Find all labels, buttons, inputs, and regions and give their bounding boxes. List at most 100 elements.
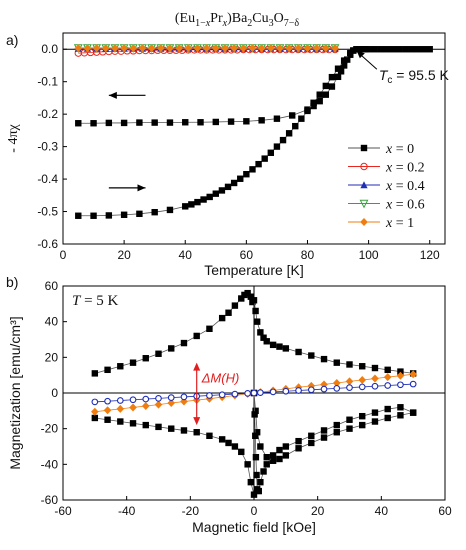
panel-b-series-x-0-increasing-from-50-point <box>250 491 258 498</box>
panel-b-y-axis-label: Magnetization [emu/cm³] <box>7 316 23 469</box>
legend-label: x = 1 <box>385 216 414 231</box>
legend-label: x = 0.6 <box>385 198 425 213</box>
panel-b-series-x-0-increasing-from-50-point <box>193 429 200 436</box>
panel-a-series-x-0-fc-point <box>200 196 207 203</box>
panel-a-series-x-1-point <box>303 44 312 53</box>
panel-b-series-x-1-point <box>129 403 137 412</box>
panel-a-series-x-0-fc-point <box>206 193 213 201</box>
panel-b-series-x-0-virgin-and-return-point <box>252 432 259 439</box>
panel-a-series-x-0-zfc-point <box>182 119 189 126</box>
panel-a-series-x-0-fc-point <box>304 107 311 115</box>
panel-a-series-x-0-fc-point <box>420 46 427 53</box>
panel-a-series-x-1-point <box>129 44 138 53</box>
panel-b-series-x-0-upper-right-branch <box>250 297 417 377</box>
panel-b-series-x-0-increasing-from-50-point <box>155 423 162 431</box>
panel-b-series-x-0-virgin-and-return-point <box>384 405 391 413</box>
panel-b-series-x-0-2-point <box>129 396 137 404</box>
panel-b-series-x-0-increasing-from-50-point <box>247 478 255 486</box>
panel-a-y-axis-label: - 4πχ <box>6 123 21 152</box>
panel-a-series-x-0-fc-point <box>212 190 219 197</box>
panel-a-series-x-0-fc-point <box>273 143 281 150</box>
panel-a-series-x-0-fc-point <box>182 203 189 210</box>
panel-b: b) -60 -40 -20 0 20 40 60 60 40 20 0 -20 -40 -60 Magn… <box>6 274 452 535</box>
panel-a: a) 0 20 40 60 80 100 120 0.0 -0.1 -0.2 -0.3 -0.4 -0.… <box>6 32 450 278</box>
panel-a-series-x-1-point <box>331 44 339 53</box>
panel-a-tc-annotation: Tc = 95.5 K <box>356 51 450 86</box>
panel-b-series-x-0-decreasing-from-50-point <box>320 434 328 441</box>
panel-b-y-tick-label: -40 <box>41 457 59 471</box>
panel-b-series-x-0-upper-right-branch-point <box>308 352 315 359</box>
panel-b-series-x-0-virgin-and-return-point <box>263 461 270 468</box>
panel-a-series-x-0-fc-point <box>279 136 287 144</box>
panel-a-series-x-1-point <box>312 44 321 53</box>
panel-b-series-x-1-point <box>332 379 341 388</box>
panel-a-series-x-0-fc-point <box>383 46 391 53</box>
panel-b-series-x-0-increasing-from-50-point <box>104 416 111 423</box>
legend-marker <box>360 162 368 171</box>
legend-marker <box>360 144 368 152</box>
panel-b-series-x-0-virgin-and-return-point <box>276 446 283 454</box>
panel-a-series-x-0-fc-point <box>365 46 372 53</box>
legend-label: x = 0 <box>385 142 414 157</box>
panel-b-temperature-label: T = 5 K <box>72 293 119 309</box>
panel-b-series-x-0-increasing-from-50-point <box>225 439 232 447</box>
panel-a-series-x-0-fc-point <box>243 171 250 178</box>
panel-b-y-tick-label: 0 <box>51 386 58 400</box>
panel-a-series-x-1-point <box>294 44 303 53</box>
panel-a-series-x-1-point <box>175 44 183 53</box>
panel-a-series-x-0-zfc-point <box>151 119 158 126</box>
panel-b-series-x-0-increasing-from-50-point <box>168 425 175 432</box>
panel-b-series-x-0-virgin-and-return-point <box>308 432 315 439</box>
panel-b-series-x-0-virgin-and-return-point <box>371 409 379 416</box>
panel-b-series-x-0-virgin-and-return-point <box>320 427 328 434</box>
panel-b-delta-m-annotation: ΔM(H) <box>193 362 239 426</box>
panel-b-series-x-0-upper-branch-point <box>168 345 175 352</box>
legend-marker <box>359 199 369 209</box>
panel-b-series-x-0-upper-branch-point <box>238 295 245 302</box>
panel-a-series-x-0-zfc-point <box>136 119 143 126</box>
panel-b-series-x-0-upper-branch-point <box>206 325 213 332</box>
panel-b-series-x-0-upper-right-branch-point <box>320 355 328 363</box>
panel-b-series-x-0-decreasing-from-50-point <box>308 439 315 447</box>
panel-a-series-x-1-point <box>193 44 202 53</box>
panel-b-series-x-0-upper-branch-point <box>244 289 251 297</box>
panel-b-series-x-0-virgin-and-return-point <box>255 487 262 495</box>
panel-b-series-x-0-upper-branch-point <box>104 366 111 374</box>
panel-b-series-x-0-2-point <box>155 395 162 402</box>
panel-b-series-x-0-upper-branch-point <box>117 363 124 370</box>
panel-b-series-x-0-2-point <box>371 382 379 390</box>
panel-a-series-x-0-fc-point <box>249 166 256 173</box>
panel-a-x-tick-label: 0 <box>60 248 67 262</box>
panel-b-series-x-0-2-point <box>257 389 264 396</box>
panel-b-series-x-0-upper-right-branch-point <box>397 368 404 375</box>
panel-a-series-x-1-point <box>147 44 156 53</box>
panel-b-series-x-0-virgin-and-return-point <box>295 437 302 445</box>
panel-b-series-x-0-virgin-and-return-point <box>257 478 264 486</box>
panel-a-series-x-0-fc-point <box>230 179 238 187</box>
panel-b-series-x-0-2 <box>91 380 417 406</box>
panel-a-series-x-0-fc-point <box>316 91 323 98</box>
panel-a-series-x-0-fc-point <box>328 73 336 81</box>
panel-b-series-x-0-decreasing-from-50-point <box>295 445 302 452</box>
panel-b-series-x-0-virgin-and-return-point <box>397 404 404 411</box>
panel-a-series-x-0-fc-point <box>75 212 82 219</box>
panel-a-series-x-0-zfc-point <box>258 117 265 124</box>
panel-b-series-x-0-decreasing-from-50-point <box>371 418 379 425</box>
panel-a-series-x-0-zfc-point <box>166 119 174 126</box>
panel-b-series-x-0-upper-right-branch-point <box>346 361 353 368</box>
panel-b-series-x-0-2-point <box>333 385 341 392</box>
panel-a-series-x-1-point <box>322 44 330 53</box>
panel-b-series-x-0-virgin-and-return-point <box>260 468 267 475</box>
panel-b-series-x-0-increasing-from-50-point <box>129 420 137 427</box>
panel-b-x-tick-label: 60 <box>438 504 452 518</box>
panel-b-series-x-0-decreasing-from-50-point <box>276 455 283 463</box>
panel-b-series-x-0-upper-branch-point <box>155 350 162 357</box>
panel-b-series-x-0-upper-branch-point <box>129 359 137 366</box>
panel-a-series-x-0-zfc-point <box>316 97 323 105</box>
panel-b-series-x-1-point <box>141 402 150 411</box>
panel-b-series-x-0-upper-right-branch-point <box>359 363 366 370</box>
panel-b-series-x-0-decreasing-from-50-point <box>359 421 366 429</box>
panel-b-series-x-0-2-point <box>269 388 277 396</box>
panel-a-series-x-1-point <box>248 44 257 53</box>
panel-a-series-x-1-point <box>101 44 110 53</box>
